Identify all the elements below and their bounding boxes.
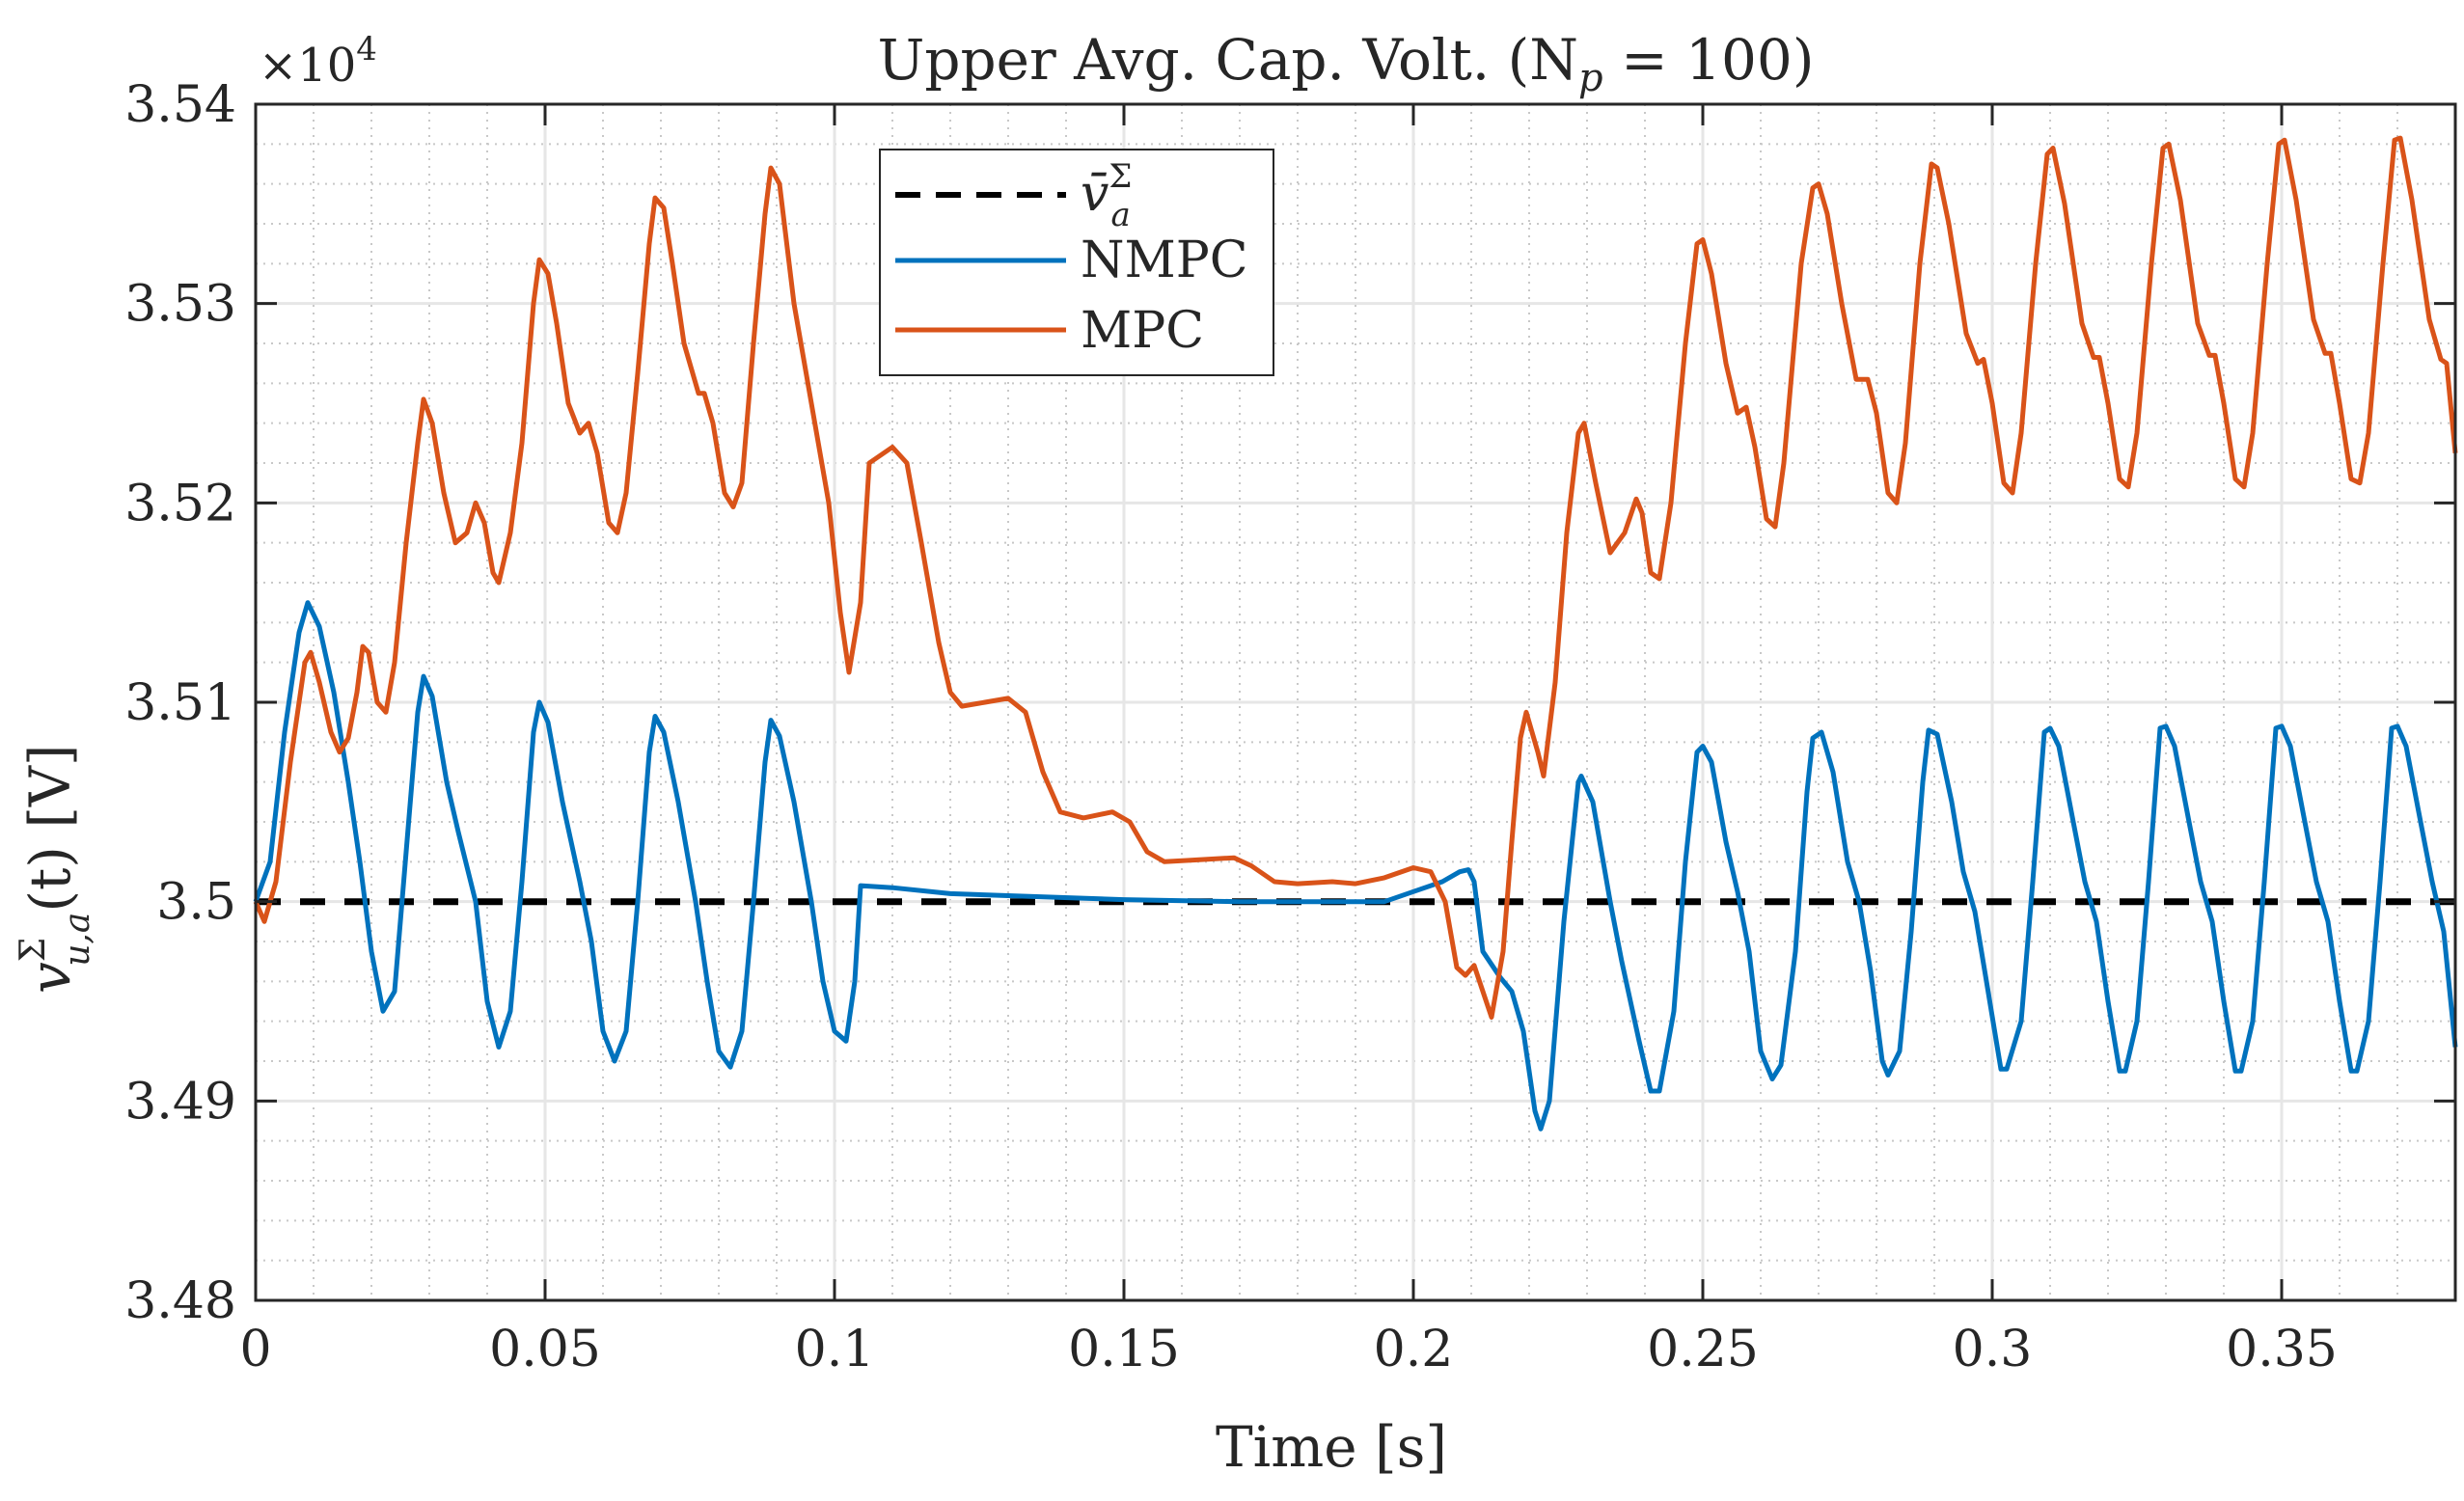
y-axis-label-subscript: u,a: [58, 913, 97, 967]
y-axis-label-tail: (t) [V]: [17, 745, 83, 913]
y-axis-label-superscript: Σ: [14, 938, 53, 962]
x-tick-label: 0.1: [795, 1321, 875, 1378]
legend: v̄Σ a NMPC MPC: [879, 149, 1274, 376]
y-tick-label: 3.48: [124, 1272, 236, 1330]
legend-label-nmpc: NMPC: [1081, 232, 1248, 289]
y-tick-label: 3.49: [124, 1073, 236, 1131]
x-tick-label: 0.2: [1374, 1321, 1454, 1378]
legend-label-reference-subscript: a: [1110, 196, 1130, 234]
x-tick-label: 0: [239, 1321, 271, 1378]
y-tick-label: 3.54: [124, 76, 236, 134]
x-tick-label: 0.25: [1647, 1321, 1759, 1378]
y-tick-label: 3.51: [124, 674, 236, 732]
x-tick-label: 0.05: [489, 1321, 601, 1378]
chart-title-subscript: p: [1578, 56, 1603, 100]
tick-layer: 0 0.05 0.1 0.15 0.2 0.25 0.3 0.35 3.48 3.49 3.5 3.5…: [124, 76, 2455, 1378]
y-tick-label: 3.5: [156, 874, 236, 932]
y-tick-label: 3.52: [124, 475, 236, 532]
x-tick-label: 0.3: [1953, 1321, 2033, 1378]
series-layer: [253, 135, 2458, 1132]
chart-title: Upper Avg. Cap. Volt. (Np = 100): [878, 27, 1815, 100]
y-tick-label: 3.53: [124, 276, 236, 334]
legend-label-reference: v̄Σ a: [1081, 157, 1132, 234]
y-axis-exponent-power: 4: [356, 30, 377, 68]
y-axis-exponent-label: ×104: [259, 30, 377, 93]
x-tick-label: 0.35: [2226, 1321, 2338, 1378]
chart-title-tail: = 100): [1603, 27, 1815, 93]
series-line-mpc: [253, 135, 2458, 1020]
legend-label-mpc: MPC: [1081, 302, 1204, 360]
x-axis-label: Time [s]: [1216, 1414, 1447, 1480]
y-axis-label-group: vΣ u,a(t) [V]: [14, 745, 97, 994]
y-axis-label: vΣ u,a(t) [V]: [14, 745, 97, 994]
series-line-nmpc: [253, 600, 2458, 1132]
x-tick-label: 0.15: [1068, 1321, 1180, 1378]
legend-label-reference-superscript: Σ: [1109, 157, 1132, 196]
